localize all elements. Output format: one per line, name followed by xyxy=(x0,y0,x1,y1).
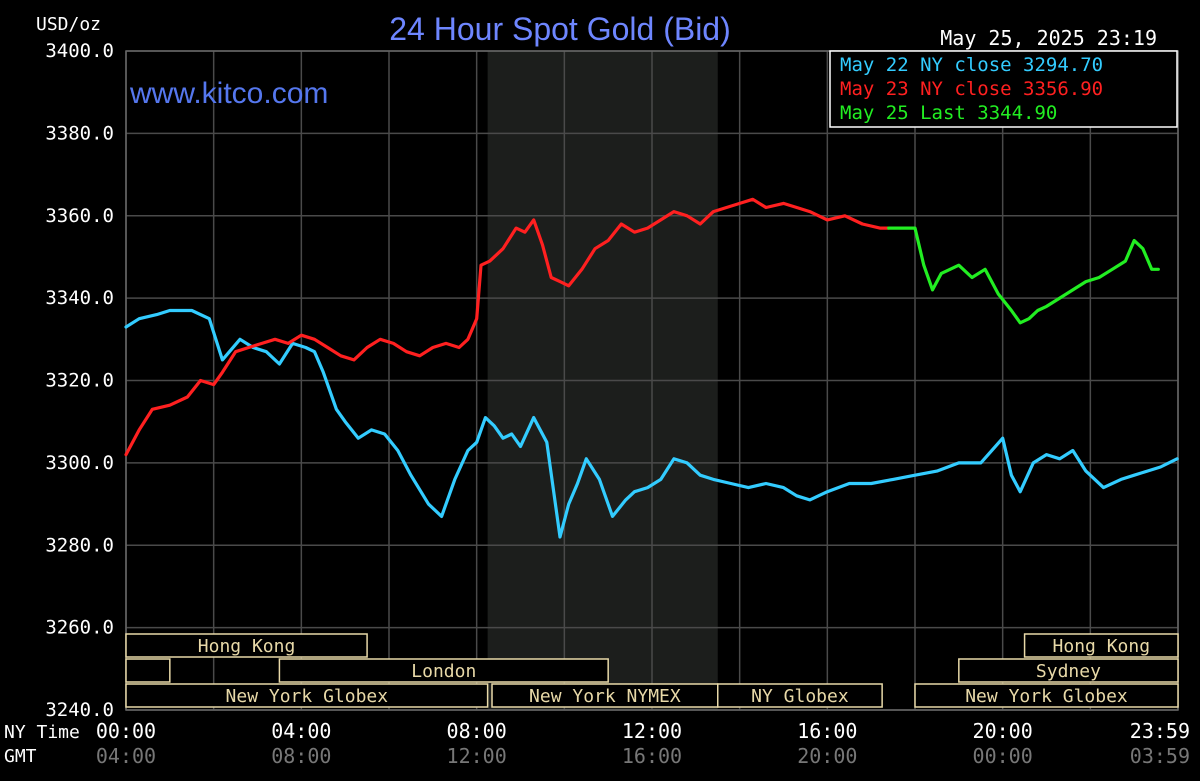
series-layer xyxy=(124,197,1179,539)
x-tick-label-ny: 04:00 xyxy=(271,719,331,743)
y-tick-label: 3240.0 xyxy=(45,699,114,721)
x-tick-label-gmt: 16:00 xyxy=(622,744,682,768)
chart-title: 24 Hour Spot Gold (Bid) xyxy=(389,11,731,47)
y-tick-label: 3300.0 xyxy=(45,452,114,474)
legend-entry-may22: May 22 NY close 3294.70 xyxy=(840,54,1103,76)
session-label: Hong Kong xyxy=(1053,636,1151,657)
x-tick-label-ny: 16:00 xyxy=(797,719,857,743)
series-line-may-23 xyxy=(124,197,891,457)
session-label: Sydney xyxy=(1036,661,1101,682)
x-tick-label-gmt: 04:00 xyxy=(96,744,156,768)
y-tick-label: 3400.0 xyxy=(45,40,114,62)
y-tick-label: 3320.0 xyxy=(45,370,114,392)
series-line-may-22 xyxy=(124,308,1179,539)
x-tick-label-ny: 12:00 xyxy=(622,719,682,743)
session-bar xyxy=(717,683,883,708)
session-label: Hong Kong xyxy=(198,636,296,657)
y-tick-label: 3280.0 xyxy=(45,534,114,556)
y-tick-label: 3340.0 xyxy=(45,287,114,309)
x-tick-label-gmt: 20:00 xyxy=(797,744,857,768)
legend-entry-may25: May 25 Last 3344.90 xyxy=(840,102,1057,124)
session-bar xyxy=(125,633,368,658)
legend: May 22 NY close 3294.70 May 23 NY close … xyxy=(829,50,1178,128)
session-label: New York NYMEX xyxy=(529,686,681,707)
grid-layer xyxy=(125,50,1179,711)
series-line-may-25 xyxy=(887,226,1160,325)
watermark: www.kitco.com xyxy=(129,77,328,110)
x-tick-label-gmt: 00:00 xyxy=(973,744,1033,768)
x-tick-label-ny: 23:59 xyxy=(1130,719,1190,743)
session-label: London xyxy=(411,661,476,682)
y-tick-label: 3260.0 xyxy=(45,617,114,639)
x-tick-label-ny: 00:00 xyxy=(96,719,156,743)
x-tick-label-gmt: 08:00 xyxy=(271,744,331,768)
session-bar xyxy=(125,658,171,683)
y-tick-label: 3360.0 xyxy=(45,205,114,227)
x-row-label-gmt: GMT xyxy=(4,746,37,767)
session-bar xyxy=(958,658,1179,683)
legend-entry-may23: May 23 NY close 3356.90 xyxy=(840,78,1103,100)
session-label: New York Globex xyxy=(965,686,1128,707)
session-label: NY Globex xyxy=(751,686,849,707)
x-tick-label-ny: 20:00 xyxy=(973,719,1033,743)
x-tick-label-gmt: 12:00 xyxy=(447,744,507,768)
session-bar xyxy=(914,683,1179,708)
y-axis-unit-label: USD/oz xyxy=(36,14,101,35)
x-tick-label-gmt: 03:59 xyxy=(1130,744,1190,768)
session-bar xyxy=(278,658,609,683)
x-tick-label-ny: 08:00 xyxy=(447,719,507,743)
session-bar xyxy=(1023,633,1179,658)
plot-border xyxy=(125,50,1179,711)
legend-box xyxy=(829,50,1178,128)
axis-labels-layer: 3400.0 3380.0 3360.0 3340.0 3320.0 3300.0 3280… xyxy=(4,40,1190,768)
y-tick-label: 3380.0 xyxy=(45,122,114,144)
session-bars-layer: Hong Kong London New York Globex New York N… xyxy=(125,633,1179,708)
session-label: New York Globex xyxy=(226,686,389,707)
timestamp: May 25, 2025 23:19 xyxy=(940,26,1157,50)
x-row-label-nytime: NY Time xyxy=(4,722,80,743)
session-bar xyxy=(125,683,489,708)
